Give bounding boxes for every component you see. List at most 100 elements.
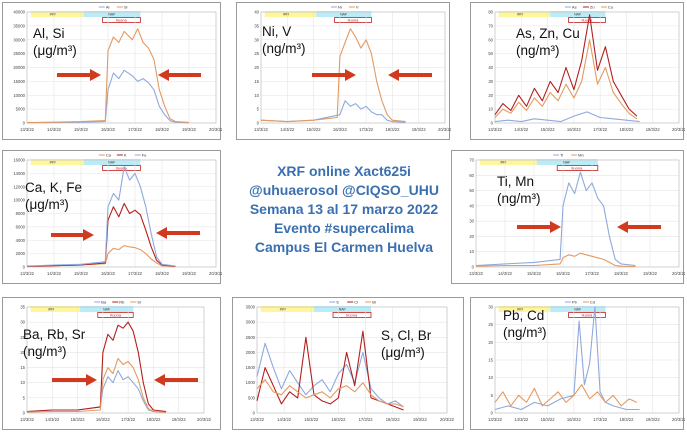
x-tick-label: 13/3/22 (469, 271, 484, 276)
center-line-1: XRF online Xact625i (277, 163, 411, 179)
chart-panel-p6: ### NAF Iluona Ba Rb Sr 0 5 10 15 20 25 30 35 13/3/22 1… (2, 297, 221, 430)
x-tick-label: 17/3/22 (585, 271, 600, 276)
x-tick-label: 17/3/22 (359, 417, 374, 422)
x-tick-label: 14/3/22 (47, 271, 62, 276)
y-tick-label: 12000 (13, 184, 25, 189)
panel-label-line-1: Ca, K, Fe (25, 180, 83, 195)
series-line-Ti (475, 171, 636, 267)
legend-label-Rb: Rb (119, 300, 125, 305)
series-line-V (260, 28, 406, 123)
band-label-1: ### (517, 308, 523, 312)
panel-label-line-2: (μg/m³) (25, 197, 69, 212)
series-line-Rb (26, 321, 167, 413)
y-tick-label: 40 (254, 10, 259, 15)
y-tick-label: 30000 (13, 37, 25, 42)
band-1 (264, 11, 317, 17)
series-line-Fe (26, 166, 176, 267)
x-tick-label: 13/3/22 (20, 417, 35, 422)
panel-label-line-2: (μg/m³) (33, 43, 77, 58)
y-tick-label: 40000 (13, 10, 25, 15)
x-tick-label: 13/3/22 (254, 127, 269, 132)
band-1 (30, 11, 84, 17)
panel-label-line-2: (μg/m³) (381, 345, 425, 360)
band-2 (314, 306, 371, 312)
x-tick-label: 15/3/22 (304, 417, 319, 422)
series-line-As (494, 111, 640, 123)
panel-label-p3: As, Zn, Cu (ng/m³) (516, 25, 580, 59)
x-tick-label: 16/3/22 (556, 271, 571, 276)
panel-label-line-1: Pb, Cd (503, 308, 545, 323)
x-tick-label: 19/3/22 (172, 417, 187, 422)
y-tick-label: 8000 (16, 211, 26, 216)
x-tick-label: 19/3/22 (643, 271, 658, 276)
band-label-2: NAF (340, 13, 347, 17)
y-tick-label: 60 (488, 37, 493, 42)
band-label-2: NAF (339, 308, 346, 312)
y-tick-label: 15000 (13, 79, 25, 84)
y-tick-label: 15 (254, 79, 259, 84)
y-tick-label: 20 (469, 234, 474, 239)
panel-label-p5: Ti, Mn (ng/m³) (497, 173, 541, 207)
panel-label-p6: Ba, Rb, Sr (ng/m³) (23, 326, 85, 360)
y-tick-label: 30 (20, 320, 25, 325)
event-label: Iluona (581, 18, 593, 23)
y-tick-label: 20 (488, 93, 493, 98)
band-1 (498, 306, 551, 312)
x-tick-label: 20/3/22 (209, 271, 222, 276)
x-tick-label: 15/3/22 (307, 127, 322, 132)
y-tick-label: 80 (488, 10, 493, 15)
series-line-S (256, 342, 404, 408)
x-tick-label: 19/3/22 (413, 417, 428, 422)
x-tick-label: 20/3/22 (209, 127, 222, 132)
x-tick-label: 14/3/22 (514, 127, 529, 132)
band-label-1: ### (50, 161, 56, 165)
x-tick-label: 14/3/22 (47, 127, 62, 132)
x-tick-label: 16/3/22 (567, 127, 582, 132)
y-tick-label: 0 (257, 121, 260, 126)
panel-label-line-2: (ng/m³) (503, 325, 547, 340)
event-box (102, 165, 141, 171)
y-tick-label: 30 (488, 305, 493, 310)
panel-label-line-2: (ng/m³) (516, 43, 560, 58)
y-tick-label: 3500 (246, 305, 256, 310)
panel-label-line-1: Ti, Mn (497, 174, 534, 189)
x-tick-label: 14/3/22 (498, 271, 513, 276)
panel-label-line-1: Al, Si (33, 26, 65, 41)
series-line-Cu (494, 39, 638, 120)
y-tick-label: 30 (488, 79, 493, 84)
event-box (568, 17, 606, 23)
legend-label-Cu: Cu (608, 5, 613, 10)
y-tick-label: 70 (469, 158, 474, 163)
y-tick-label: 10 (488, 107, 493, 112)
y-tick-label: 1000 (246, 380, 256, 385)
x-tick-label: 19/3/22 (646, 417, 661, 422)
y-tick-label: 3000 (246, 320, 256, 325)
y-tick-label: 2500 (246, 335, 256, 340)
x-tick-label: 19/3/22 (646, 127, 661, 132)
series-line-Pb (494, 306, 640, 411)
legend-label-Ba: Ba (101, 300, 107, 305)
band-label-1: ### (48, 308, 54, 312)
chart-panel-p1: ### NAF Iluona Al Si 0 5000 10000 15000 20000 2500… (2, 2, 222, 140)
x-tick-label: 17/3/22 (593, 417, 608, 422)
panel-label-p2: Ni, V (ng/m³) (262, 23, 306, 57)
panel-label-p4: Ca, K, Fe (μg/m³) (25, 179, 82, 213)
legend-label-Ni: Ni (338, 5, 342, 10)
band-label-2: NAF (108, 13, 115, 17)
legend-label-Fe: Fe (142, 153, 147, 158)
x-tick-label: 17/3/22 (121, 417, 136, 422)
x-tick-label: 17/3/22 (128, 271, 143, 276)
y-tick-label: 25000 (13, 51, 25, 56)
y-tick-label: 6000 (16, 224, 26, 229)
y-tick-label: 30 (469, 219, 474, 224)
y-tick-label: 40 (488, 65, 493, 70)
y-tick-label: 25 (488, 322, 493, 327)
band-label-2: NAF (563, 161, 570, 165)
x-tick-label: 16/3/22 (333, 127, 348, 132)
y-tick-label: 50 (469, 188, 474, 193)
x-tick-label: 17/3/22 (593, 127, 608, 132)
band-label-2: NAF (574, 308, 581, 312)
legend-label-Si: Si (124, 5, 128, 10)
x-tick-label: 15/3/22 (74, 127, 89, 132)
